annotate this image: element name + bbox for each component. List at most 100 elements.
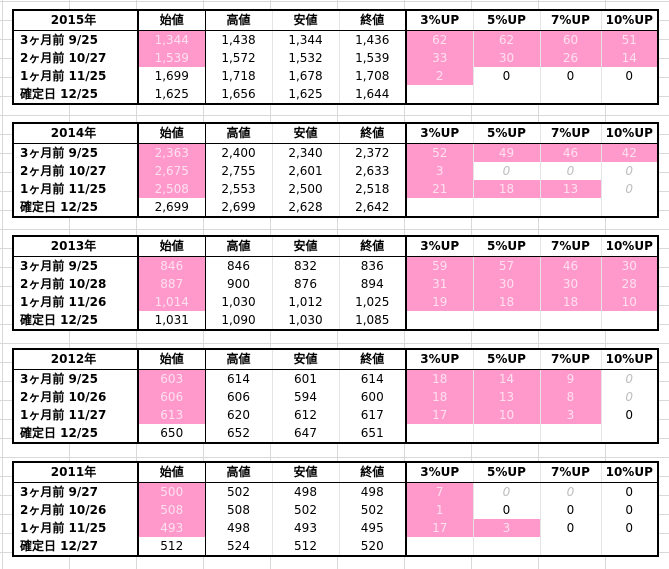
data-cell[interactable]: 46 [539, 143, 602, 162]
data-cell[interactable]: 2,699 [204, 197, 273, 218]
data-cell[interactable]: 19 [405, 292, 474, 311]
data-cell[interactable]: 1,532 [271, 48, 340, 67]
column-header[interactable]: 7%UP [539, 461, 602, 483]
column-header[interactable]: 安値 [271, 9, 340, 31]
data-cell[interactable]: 2,553 [204, 179, 273, 198]
data-cell[interactable]: 0 [539, 161, 602, 180]
data-cell[interactable]: 508 [137, 500, 206, 519]
data-cell[interactable]: 832 [271, 256, 340, 275]
year-label[interactable]: 2014年 [12, 122, 139, 144]
data-cell[interactable]: 62 [472, 30, 541, 49]
row-label[interactable]: 2ヶ月前 10/26 [12, 387, 139, 406]
data-cell[interactable]: 1,644 [338, 84, 407, 105]
data-cell[interactable]: 2,642 [338, 197, 407, 218]
row-label[interactable]: 3ヶ月前 9/27 [12, 482, 139, 501]
column-header[interactable]: 10%UP [600, 9, 659, 31]
data-cell[interactable]: 0 [600, 500, 659, 519]
data-cell[interactable]: 57 [472, 256, 541, 275]
data-cell[interactable]: 0 [600, 369, 659, 388]
data-cell[interactable] [600, 423, 659, 444]
data-cell[interactable]: 1,030 [204, 292, 273, 311]
data-cell[interactable]: 14 [600, 48, 659, 67]
row-label[interactable]: 1ヶ月前 11/26 [12, 292, 139, 311]
data-cell[interactable]: 498 [338, 482, 407, 501]
data-cell[interactable] [600, 197, 659, 218]
column-header[interactable]: 終値 [338, 9, 407, 31]
data-cell[interactable]: 13 [472, 387, 541, 406]
data-cell[interactable] [405, 197, 474, 218]
data-cell[interactable]: 1,708 [338, 66, 407, 85]
column-header[interactable]: 3%UP [405, 9, 474, 31]
column-header[interactable]: 始値 [137, 348, 206, 370]
data-cell[interactable]: 606 [204, 387, 273, 406]
data-cell[interactable] [472, 197, 541, 218]
column-header[interactable]: 高値 [204, 348, 273, 370]
data-cell[interactable] [539, 84, 602, 105]
data-cell[interactable]: 60 [539, 30, 602, 49]
row-label[interactable]: 1ヶ月前 11/27 [12, 405, 139, 424]
data-cell[interactable]: 2,601 [271, 161, 340, 180]
data-cell[interactable]: 617 [338, 405, 407, 424]
column-header[interactable]: 始値 [137, 122, 206, 144]
data-cell[interactable]: 1,012 [271, 292, 340, 311]
data-cell[interactable]: 2,400 [204, 143, 273, 162]
column-header[interactable]: 7%UP [539, 235, 602, 257]
year-label[interactable]: 2013年 [12, 235, 139, 257]
data-cell[interactable]: 0 [539, 518, 602, 537]
data-cell[interactable] [539, 310, 602, 331]
data-cell[interactable]: 620 [204, 405, 273, 424]
data-cell[interactable]: 606 [137, 387, 206, 406]
data-cell[interactable]: 1,014 [137, 292, 206, 311]
column-header[interactable]: 高値 [204, 461, 273, 483]
data-cell[interactable]: 1,031 [137, 310, 206, 331]
data-cell[interactable]: 17 [405, 518, 474, 537]
row-label[interactable]: 確定日 12/27 [12, 536, 139, 557]
row-label[interactable]: 3ヶ月前 9/25 [12, 30, 139, 49]
data-cell[interactable]: 0 [600, 161, 659, 180]
data-cell[interactable]: 0 [600, 482, 659, 501]
column-header[interactable]: 7%UP [539, 9, 602, 31]
data-cell[interactable]: 49 [472, 143, 541, 162]
data-cell[interactable]: 594 [271, 387, 340, 406]
data-cell[interactable]: 614 [338, 369, 407, 388]
data-cell[interactable] [472, 536, 541, 557]
column-header[interactable]: 終値 [338, 461, 407, 483]
data-cell[interactable]: 1,344 [271, 30, 340, 49]
data-cell[interactable]: 31 [405, 274, 474, 293]
data-cell[interactable]: 0 [600, 518, 659, 537]
column-header[interactable]: 始値 [137, 235, 206, 257]
data-cell[interactable]: 62 [405, 30, 474, 49]
year-label[interactable]: 2011年 [12, 461, 139, 483]
data-cell[interactable]: 0 [600, 66, 659, 85]
data-cell[interactable]: 2,340 [271, 143, 340, 162]
data-cell[interactable] [539, 423, 602, 444]
row-label[interactable]: 3ヶ月前 9/25 [12, 256, 139, 275]
data-cell[interactable]: 601 [271, 369, 340, 388]
data-cell[interactable]: 18 [405, 369, 474, 388]
data-cell[interactable]: 0 [472, 500, 541, 519]
data-cell[interactable]: 1,539 [338, 48, 407, 67]
data-cell[interactable]: 30 [539, 274, 602, 293]
row-label[interactable]: 1ヶ月前 11/25 [12, 518, 139, 537]
data-cell[interactable]: 1,539 [137, 48, 206, 67]
data-cell[interactable]: 1,625 [271, 84, 340, 105]
data-cell[interactable]: 10 [600, 292, 659, 311]
column-header[interactable]: 終値 [338, 122, 407, 144]
column-header[interactable]: 10%UP [600, 235, 659, 257]
data-cell[interactable] [600, 536, 659, 557]
data-cell[interactable]: 651 [338, 423, 407, 444]
data-cell[interactable]: 1,656 [204, 84, 273, 105]
data-cell[interactable]: 493 [137, 518, 206, 537]
data-cell[interactable]: 52 [405, 143, 474, 162]
data-cell[interactable]: 42 [600, 143, 659, 162]
row-label[interactable]: 3ヶ月前 9/25 [12, 369, 139, 388]
column-header[interactable]: 10%UP [600, 461, 659, 483]
column-header[interactable]: 3%UP [405, 461, 474, 483]
data-cell[interactable]: 3 [405, 161, 474, 180]
data-cell[interactable]: 2,633 [338, 161, 407, 180]
data-cell[interactable]: 524 [204, 536, 273, 557]
data-cell[interactable]: 650 [137, 423, 206, 444]
row-label[interactable]: 1ヶ月前 11/25 [12, 179, 139, 198]
column-header[interactable]: 5%UP [472, 122, 541, 144]
data-cell[interactable]: 3 [539, 405, 602, 424]
